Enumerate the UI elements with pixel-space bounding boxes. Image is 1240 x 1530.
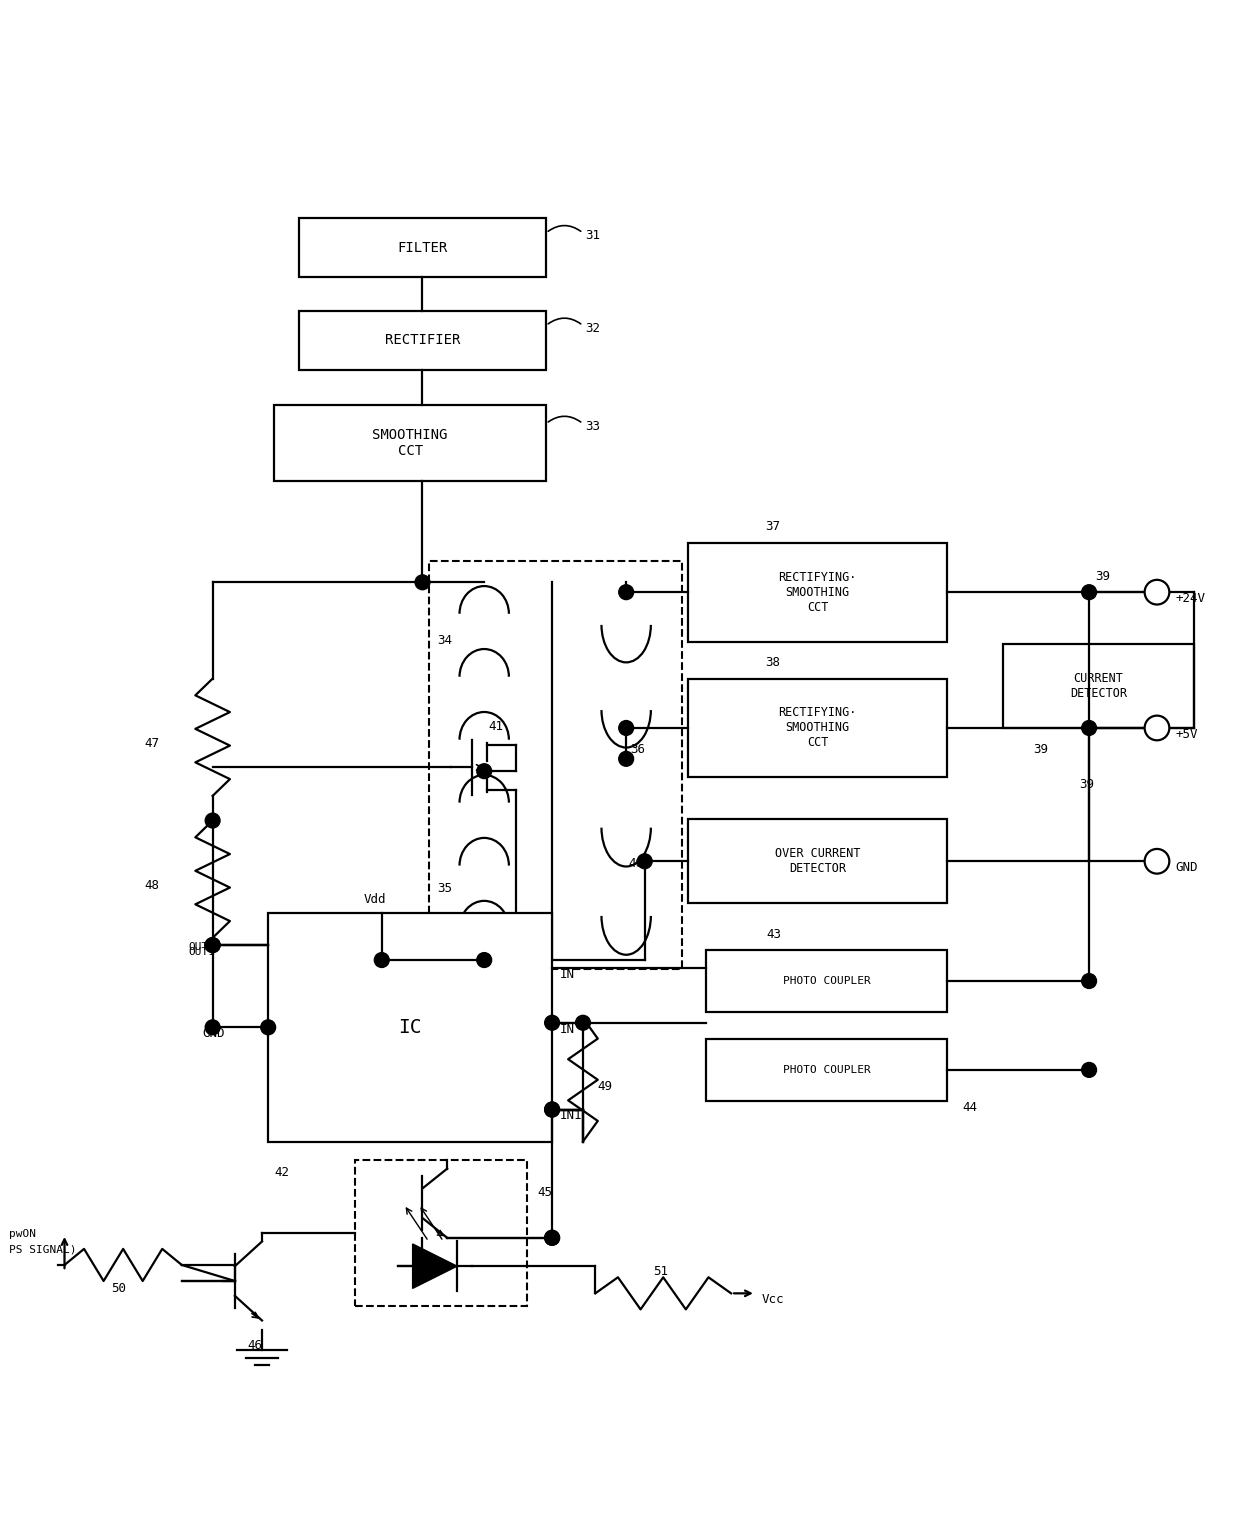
Circle shape <box>619 721 634 736</box>
Text: CURRENT
DETECTOR: CURRENT DETECTOR <box>1070 672 1127 701</box>
Circle shape <box>637 854 652 869</box>
Circle shape <box>1081 1062 1096 1077</box>
Circle shape <box>544 1230 559 1245</box>
Circle shape <box>544 1016 559 1030</box>
Text: RECTIFYING·
SMOOTHING
CCT: RECTIFYING· SMOOTHING CCT <box>779 571 857 614</box>
Bar <box>688 820 947 903</box>
Circle shape <box>1081 584 1096 600</box>
Circle shape <box>1145 580 1169 604</box>
Circle shape <box>206 938 219 953</box>
Text: +5V: +5V <box>1176 728 1198 741</box>
Circle shape <box>206 1021 219 1034</box>
Circle shape <box>206 812 219 828</box>
Text: 49: 49 <box>598 1080 613 1092</box>
Text: IN: IN <box>559 968 574 981</box>
Bar <box>355 1160 527 1305</box>
Text: 36: 36 <box>630 742 645 756</box>
Text: 44: 44 <box>962 1100 977 1114</box>
Text: 33: 33 <box>585 419 600 433</box>
Circle shape <box>374 953 389 967</box>
Text: IN: IN <box>559 1022 574 1036</box>
Text: 48: 48 <box>145 880 160 892</box>
Text: 47: 47 <box>145 737 160 750</box>
Bar <box>707 1039 947 1100</box>
Bar <box>429 562 682 968</box>
Text: 46: 46 <box>247 1339 262 1353</box>
Text: SMOOTHING
CCT: SMOOTHING CCT <box>372 428 448 457</box>
Text: OVER CURRENT
DETECTOR: OVER CURRENT DETECTOR <box>775 848 861 875</box>
Text: 39: 39 <box>1095 569 1110 583</box>
Text: Vcc: Vcc <box>761 1293 785 1307</box>
Polygon shape <box>413 1244 458 1288</box>
Circle shape <box>1081 973 1096 988</box>
Text: 32: 32 <box>585 321 600 335</box>
Bar <box>268 913 552 1141</box>
Text: 34: 34 <box>438 633 453 647</box>
Bar <box>274 404 546 480</box>
Text: 39: 39 <box>1033 742 1049 756</box>
Text: RECTIFIER: RECTIFIER <box>384 334 460 347</box>
Circle shape <box>206 938 219 953</box>
Text: 42: 42 <box>274 1166 289 1180</box>
Circle shape <box>415 575 430 589</box>
Text: 40: 40 <box>629 857 644 871</box>
Circle shape <box>619 584 634 600</box>
Text: FILTER: FILTER <box>397 240 448 256</box>
Circle shape <box>1145 849 1169 874</box>
Circle shape <box>544 1102 559 1117</box>
Circle shape <box>544 1102 559 1117</box>
Text: 37: 37 <box>765 520 781 534</box>
Text: IC: IC <box>398 1017 422 1037</box>
Text: 35: 35 <box>438 883 453 895</box>
Bar <box>299 311 546 370</box>
Text: +24V: +24V <box>1176 592 1205 604</box>
Bar <box>688 543 947 641</box>
Circle shape <box>619 751 634 767</box>
Bar <box>688 679 947 777</box>
Circle shape <box>544 1230 559 1245</box>
Text: RECTIFYING·
SMOOTHING
CCT: RECTIFYING· SMOOTHING CCT <box>779 707 857 750</box>
Bar <box>299 219 546 277</box>
Text: OUT1: OUT1 <box>188 947 215 956</box>
Text: pwON: pwON <box>9 1229 36 1239</box>
Bar <box>1003 644 1194 728</box>
Text: Vdd: Vdd <box>363 894 386 906</box>
Circle shape <box>1081 721 1096 736</box>
Bar <box>707 950 947 1011</box>
Text: PHOTO COUPLER: PHOTO COUPLER <box>782 1065 870 1076</box>
Text: 50: 50 <box>110 1282 125 1294</box>
Text: PS SIGNAL): PS SIGNAL) <box>9 1244 77 1255</box>
Text: 31: 31 <box>585 230 600 242</box>
Text: PHOTO COUPLER: PHOTO COUPLER <box>782 976 870 985</box>
Text: 41: 41 <box>487 721 503 733</box>
Text: GND: GND <box>203 1027 226 1040</box>
Text: OUT1: OUT1 <box>188 942 215 952</box>
Circle shape <box>1145 716 1169 741</box>
Text: 39: 39 <box>1079 779 1094 791</box>
Circle shape <box>477 763 491 779</box>
Text: 45: 45 <box>537 1186 552 1200</box>
Text: IN1: IN1 <box>559 1109 582 1123</box>
Circle shape <box>477 953 491 967</box>
Text: 38: 38 <box>765 656 781 669</box>
Text: 51: 51 <box>653 1265 668 1278</box>
Text: 43: 43 <box>766 927 781 941</box>
Text: GND: GND <box>1176 861 1198 874</box>
Circle shape <box>575 1016 590 1030</box>
Circle shape <box>260 1021 275 1034</box>
